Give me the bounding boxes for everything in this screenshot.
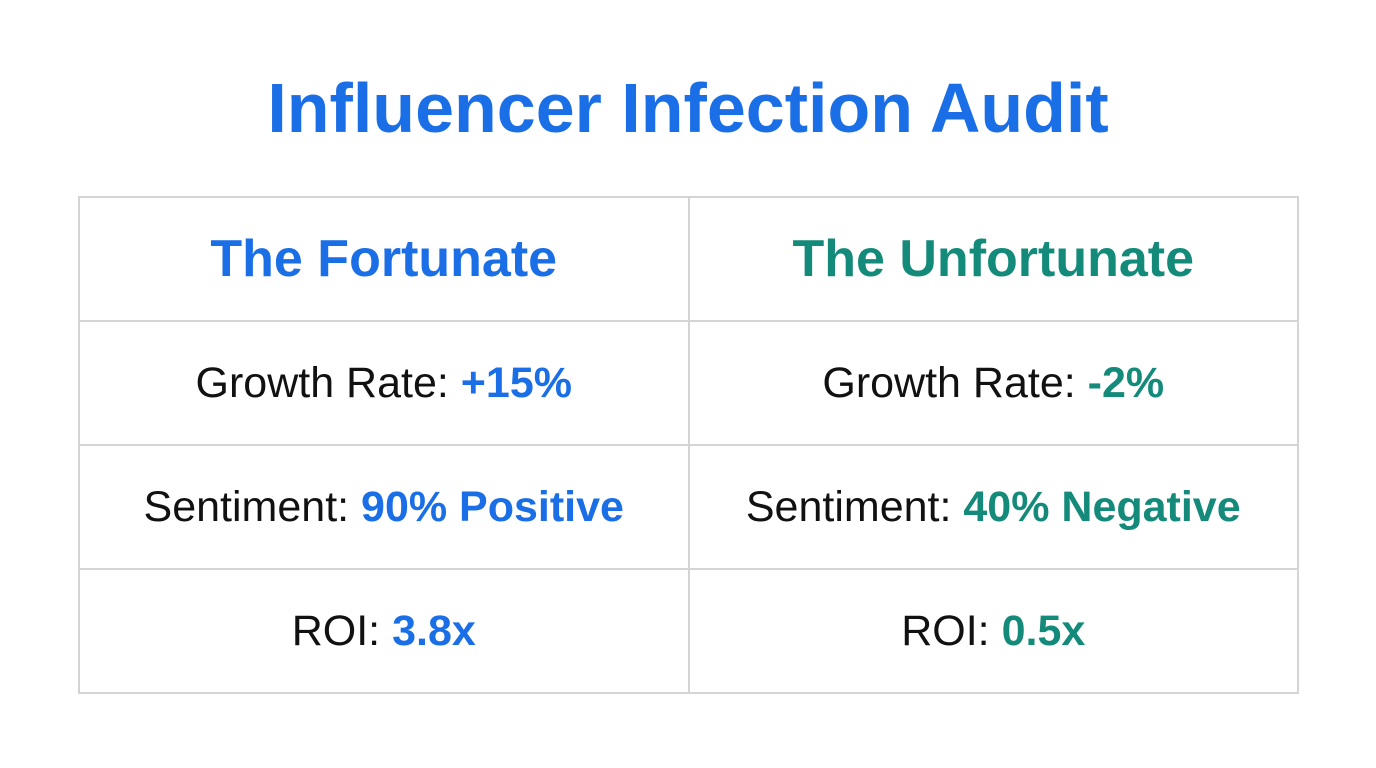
unfortunate-roi-cell: ROI: 0.5x xyxy=(687,568,1299,694)
fortunate-growth-cell: Growth Rate: +15% xyxy=(78,320,690,446)
page-title: Influencer Infection Audit xyxy=(267,69,1109,147)
sentiment-label: Sentiment: xyxy=(143,482,350,531)
roi-label: ROI: xyxy=(901,606,990,655)
fortunate-roi-value: 3.8x xyxy=(392,606,476,655)
unfortunate-heading: The Unfortunate xyxy=(687,196,1299,322)
sentiment-label: Sentiment: xyxy=(745,482,952,531)
growth-rate-label: Growth Rate: xyxy=(195,358,449,407)
growth-rate-label: Growth Rate: xyxy=(822,358,1076,407)
unfortunate-growth-cell: Growth Rate: -2% xyxy=(687,320,1299,446)
table-row-growth-rate: Growth Rate: +15% Growth Rate: -2% xyxy=(78,320,1299,446)
fortunate-sentiment-value: 90% Positive xyxy=(361,482,624,531)
roi-label: ROI: xyxy=(291,606,381,655)
table-row-sentiment: Sentiment: 90% Positive Sentiment: 40% N… xyxy=(78,444,1299,570)
fortunate-roi-cell: ROI: 3.8x xyxy=(78,568,690,694)
table-header-row: The Fortunate The Unfortunate xyxy=(78,196,1299,322)
unfortunate-sentiment-cell: Sentiment: 40% Negative xyxy=(687,444,1299,570)
audit-table: The Fortunate The Unfortunate Growth Rat… xyxy=(78,196,1299,694)
table-row-roi: ROI: 3.8x ROI: 0.5x xyxy=(78,568,1299,694)
fortunate-heading: The Fortunate xyxy=(78,196,690,322)
unfortunate-sentiment-value: 40% Negative xyxy=(963,482,1241,531)
fortunate-sentiment-cell: Sentiment: 90% Positive xyxy=(78,444,690,570)
unfortunate-growth-value: -2% xyxy=(1087,358,1165,407)
unfortunate-roi-value: 0.5x xyxy=(1001,606,1086,655)
fortunate-growth-value: +15% xyxy=(460,358,572,407)
